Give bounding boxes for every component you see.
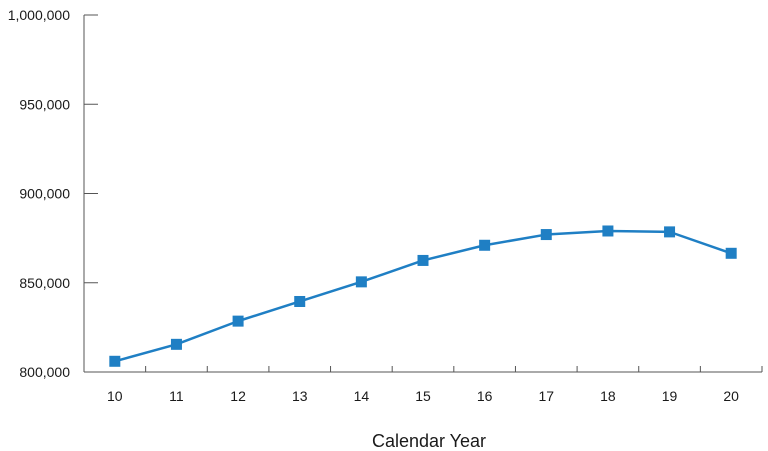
data-point-marker [355, 276, 367, 288]
y-tick-label: 850,000 [19, 275, 70, 291]
data-point-marker [232, 315, 244, 327]
x-tick-label: 12 [230, 388, 246, 404]
data-point-marker [294, 295, 306, 307]
data-point-marker [170, 338, 182, 350]
y-tick-label: 900,000 [19, 186, 70, 202]
series-line [114, 229, 732, 363]
data-point-marker [725, 247, 737, 259]
x-axis-title: Calendar Year [372, 431, 486, 451]
y-tick-label: 1,000,000 [8, 7, 70, 23]
data-point-marker [664, 226, 676, 238]
data-point-marker [479, 239, 491, 251]
x-tick-label: 20 [723, 388, 739, 404]
data-point-marker [109, 355, 121, 367]
y-tick-label: 800,000 [19, 364, 70, 380]
x-tick-label: 13 [292, 388, 308, 404]
x-tick-label: 14 [354, 388, 370, 404]
x-tick-label: 17 [538, 388, 554, 404]
series-layer [109, 225, 737, 367]
data-point-marker [417, 254, 429, 266]
y-tick-label: 950,000 [19, 96, 70, 112]
x-axis: 10 11 12 13 14 15 16 17 18 19 20 [83, 366, 763, 404]
x-tick-label: 11 [169, 388, 184, 404]
data-point-marker [602, 225, 614, 237]
data-point-marker [540, 229, 552, 241]
x-tick-label: 19 [662, 388, 678, 404]
x-tick-label: 15 [415, 388, 431, 404]
x-tick-label: 16 [477, 388, 493, 404]
x-tick-label: 10 [107, 388, 123, 404]
y-axis: 800,000 850,000 900,000 950,000 1,000,000 [8, 7, 98, 380]
x-tick-label: 18 [600, 388, 616, 404]
